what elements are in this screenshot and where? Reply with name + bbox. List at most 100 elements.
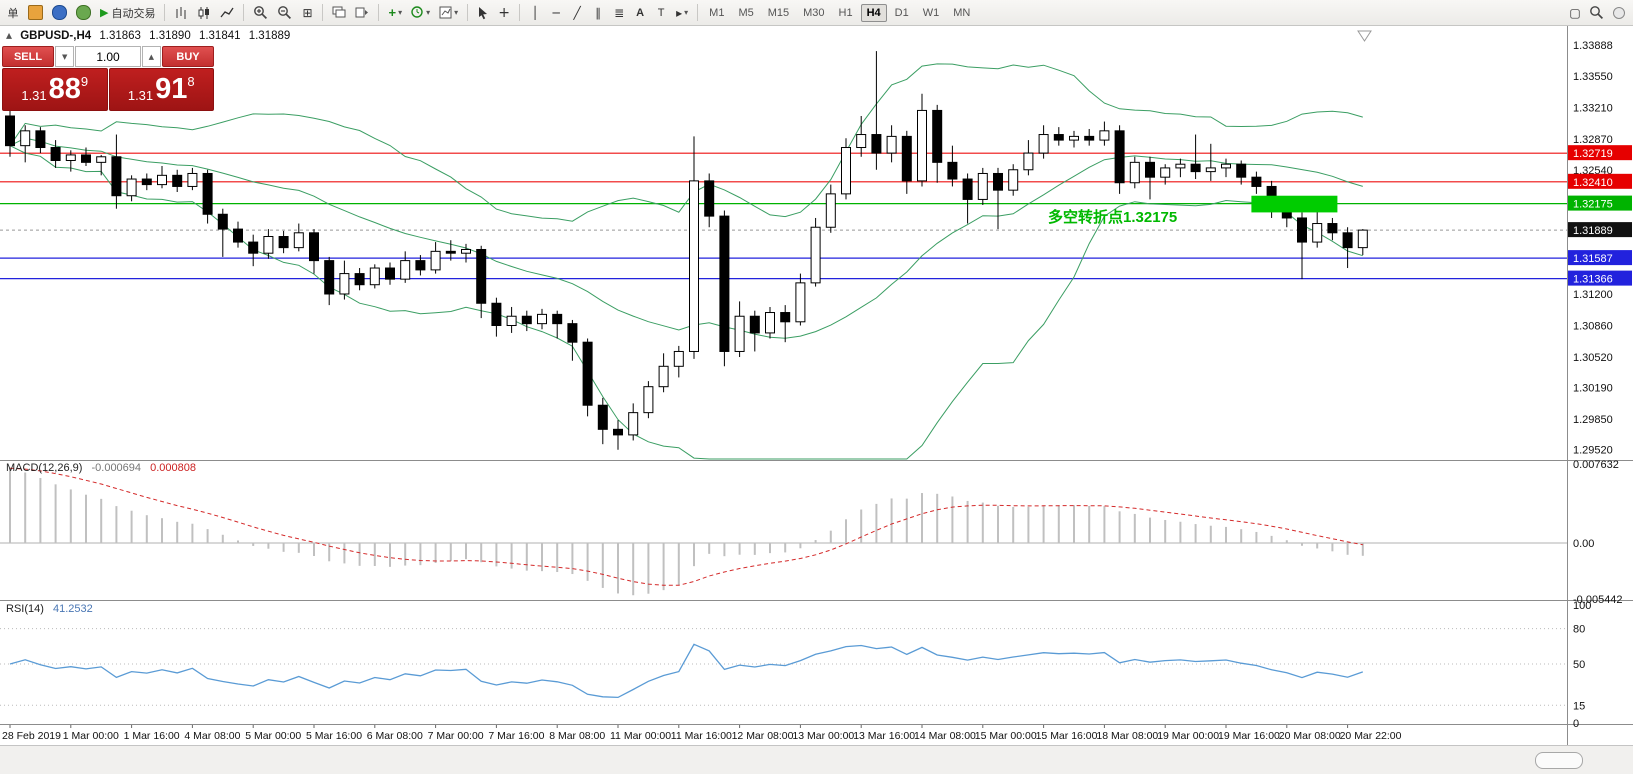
crosshair-icon[interactable]: + xyxy=(494,3,514,23)
candle-body xyxy=(369,267,380,286)
bar-chart-icon[interactable] xyxy=(170,3,192,23)
buy-price-display[interactable]: 1.31 91 8 xyxy=(108,68,214,111)
time-axis-label: 4 Mar 08:00 xyxy=(184,730,240,742)
candle-body xyxy=(354,273,365,286)
candlestick-chart-icon[interactable] xyxy=(193,3,215,23)
step-forward-icon[interactable] xyxy=(351,3,373,23)
text-tool-icon[interactable]: A xyxy=(630,3,650,23)
time-axis-label: 15 Mar 00:00 xyxy=(975,730,1037,742)
auto-trading-button[interactable]: ▶ 自动交易 xyxy=(96,3,159,23)
buy-button[interactable]: BUY xyxy=(162,46,214,67)
candle-body xyxy=(339,273,350,295)
sell-button[interactable]: SELL xyxy=(2,46,54,67)
toolbar-separator xyxy=(467,4,469,21)
price-tag-label: 1.31366 xyxy=(1573,274,1613,286)
sell-price-display[interactable]: 1.31 88 9 xyxy=(2,68,108,111)
period-selector-button[interactable]: ▾ xyxy=(407,3,434,23)
candle-body xyxy=(1190,163,1201,173)
candle-body xyxy=(749,315,760,334)
template-button[interactable]: ▾ xyxy=(435,3,462,23)
time-axis-label: 12 Mar 08:00 xyxy=(732,730,794,742)
zoom-in-icon[interactable] xyxy=(249,3,272,23)
chart-shift-marker[interactable] xyxy=(1357,30,1372,42)
symbol-header: ▴ GBPUSD-,H4 1.31863 1.31890 1.31841 1.3… xyxy=(6,29,295,42)
price-tag-label: 1.32410 xyxy=(1573,177,1613,189)
candle-body xyxy=(263,236,274,254)
candle-body xyxy=(1114,130,1125,184)
timeframe-m5[interactable]: M5 xyxy=(732,4,759,22)
candle-body xyxy=(415,260,426,271)
cursor-icon[interactable] xyxy=(473,3,493,23)
ohlc-high: 1.31890 xyxy=(149,30,191,42)
channel-icon[interactable]: ∥ xyxy=(588,3,608,23)
volume-decrease-button[interactable]: ▼ xyxy=(55,46,75,67)
zoom-out-icon[interactable] xyxy=(273,3,296,23)
horizontal-line-icon[interactable]: ─ xyxy=(546,3,566,23)
terminal-icon[interactable] xyxy=(72,3,95,23)
timeframe-h1[interactable]: H1 xyxy=(833,4,859,22)
tile-windows-icon[interactable]: ⊞ xyxy=(297,3,317,23)
candle-body xyxy=(704,180,715,217)
candle-body xyxy=(1084,135,1095,141)
macd-axis-label: 0.00 xyxy=(1573,538,1594,550)
arrange-windows-icon[interactable] xyxy=(328,3,350,23)
window-icon[interactable]: ▢ xyxy=(1565,3,1585,23)
candle-body xyxy=(1175,163,1186,169)
timeframe-mn[interactable]: MN xyxy=(947,4,976,22)
time-axis-label: 7 Mar 16:00 xyxy=(488,730,544,742)
vertical-line-icon[interactable]: │ xyxy=(525,3,545,23)
time-axis-label: 7 Mar 00:00 xyxy=(428,730,484,742)
sell-price-pip: 9 xyxy=(80,74,89,89)
candle-body xyxy=(293,232,304,249)
rsi-label: RSI(14) xyxy=(6,603,44,615)
horizontal-scrollbar[interactable] xyxy=(0,745,1633,774)
timeframe-d1[interactable]: D1 xyxy=(889,4,915,22)
timeframe-m30[interactable]: M30 xyxy=(797,4,830,22)
search-icon[interactable] xyxy=(1585,3,1608,23)
timeframe-m1[interactable]: M1 xyxy=(703,4,730,22)
price-axis-label: 1.32540 xyxy=(1573,165,1613,177)
scrollbar-thumb[interactable] xyxy=(1535,752,1583,769)
navigator-icon[interactable] xyxy=(48,3,71,23)
timeframe-w1[interactable]: W1 xyxy=(917,4,946,22)
candle-body xyxy=(947,161,958,180)
arrow-tool-icon[interactable]: ▸ ▾ xyxy=(672,3,692,23)
volume-increase-button[interactable]: ▲ xyxy=(141,46,161,67)
symbol-name: GBPUSD-,H4 xyxy=(20,30,92,42)
highlight-box-annotation[interactable] xyxy=(1251,195,1338,213)
timeframe-m15[interactable]: M15 xyxy=(762,4,795,22)
candle-body xyxy=(1251,176,1262,187)
candle-body xyxy=(901,135,912,182)
chart-background xyxy=(0,26,1633,745)
add-indicator-button[interactable]: + ▾ xyxy=(384,3,406,23)
fibonacci-icon[interactable]: ≣ xyxy=(609,3,629,23)
candle-body xyxy=(233,228,243,243)
ohlc-close: 1.31889 xyxy=(248,30,291,42)
candle-body xyxy=(658,365,669,388)
candle-body xyxy=(476,248,487,304)
market-watch-icon[interactable] xyxy=(24,3,47,23)
buy-price-main: 91 xyxy=(155,73,188,105)
help-icon[interactable] xyxy=(1608,3,1630,23)
candle-body xyxy=(65,154,76,161)
candle-body xyxy=(734,315,745,352)
line-chart-icon[interactable] xyxy=(216,3,238,23)
volume-input[interactable]: 1.00 xyxy=(75,46,141,67)
candle-body xyxy=(932,109,943,163)
trendline-icon[interactable]: ╱ xyxy=(567,3,587,23)
price-axis-label: 1.30520 xyxy=(1573,352,1613,364)
candle-body xyxy=(309,232,319,262)
toolbar-separator xyxy=(378,4,380,21)
price-chart-canvas[interactable]: 多空转折点1.32175 1.33888 1.33550 1.33210 1.32870… xyxy=(0,26,1633,745)
macd-axis-label: 0.007632 xyxy=(1573,459,1619,471)
candle-body xyxy=(856,134,867,149)
toolbar-separator xyxy=(243,4,245,21)
candle-body xyxy=(810,226,821,284)
macd-signal-value: 0.000808 xyxy=(150,462,196,474)
chevron-down-icon: ▾ xyxy=(426,8,431,17)
candle-body xyxy=(445,250,456,254)
timeframe-h4[interactable]: H4 xyxy=(860,3,887,22)
new-order-button[interactable]: 单 xyxy=(3,3,23,23)
label-tool-icon[interactable]: T xyxy=(651,3,671,23)
